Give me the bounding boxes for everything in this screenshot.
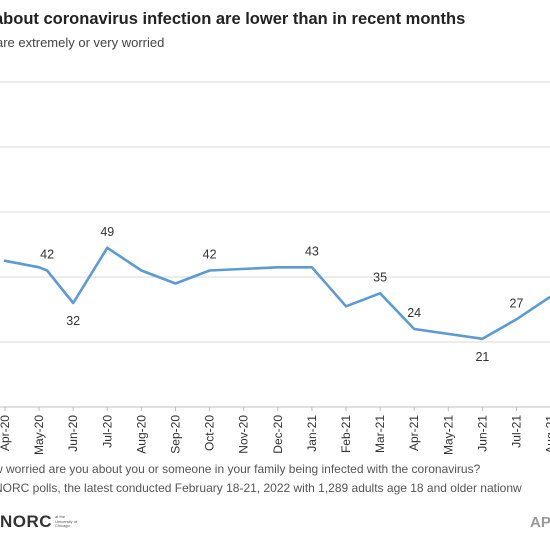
x-tick-label: May-20: [32, 415, 46, 455]
x-tick-label: Jun-20: [66, 415, 80, 452]
x-tick-label: Aug-20: [134, 415, 148, 454]
series-line: [3, 246, 550, 341]
data-label: 49: [100, 225, 114, 239]
x-tick-label: Nov-20: [237, 415, 251, 454]
data-label: 35: [373, 270, 387, 284]
data-label: 24: [407, 306, 421, 320]
x-tick-label: Jun-21: [475, 415, 489, 452]
x-tick-label: Jul-21: [510, 415, 524, 448]
source-note: NORC polls, the latest conducted Februar…: [0, 481, 522, 495]
data-label: 42: [40, 248, 54, 262]
data-label: 27: [510, 296, 524, 310]
x-tick-label: Dec-20: [271, 415, 285, 454]
x-tick-label: Sep-20: [169, 415, 183, 454]
x-tick-label: Feb-21: [339, 415, 353, 453]
x-tick-label: Jan-21: [305, 415, 319, 452]
survey-question-note: w worried are you about you or someone i…: [0, 462, 481, 476]
x-tick-label: Apr-20: [0, 415, 12, 451]
x-tick-label: Apr-21: [407, 415, 421, 451]
x-tick-label: Jul-20: [100, 415, 114, 448]
data-label: 32: [66, 314, 80, 328]
data-labels: 423249424335242127413325: [40, 225, 524, 364]
data-label: 43: [305, 244, 319, 258]
chart-title: about coronavirus infection are lower th…: [0, 10, 466, 28]
line-chart: Apr-20 May-20 Jun-20 Jul-20 Aug-20 Sep-20 Oct-…: [0, 81, 550, 455]
data-label: 42: [203, 248, 217, 262]
chart-subtitle: are extremely or very worried: [0, 35, 165, 50]
norc-logo-text: NORC: [0, 512, 53, 531]
data-label: 21: [475, 350, 489, 364]
x-tick-label: May-21: [441, 415, 455, 455]
norc-logo: NORC at the University of Chicago: [0, 512, 81, 532]
gridlines: [0, 81, 550, 408]
x-axis-ticks: Apr-20 May-20 Jun-20 Jul-20 Aug-20 Sep-20 Oct-…: [0, 407, 550, 455]
x-tick-label: Aug-21: [544, 415, 550, 454]
ap-logo-mark: AP: [530, 514, 550, 531]
x-tick-label: Mar-21: [373, 415, 387, 453]
norc-logo-subtext: at the University of Chicago: [55, 514, 78, 529]
x-tick-label: Oct-20: [203, 415, 217, 451]
